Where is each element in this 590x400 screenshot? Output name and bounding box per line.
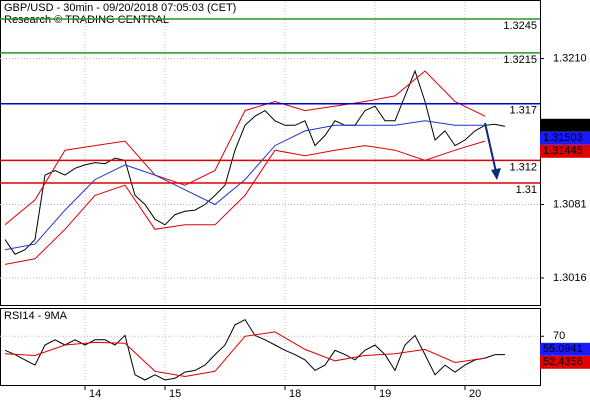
y-tick-label: 1.3210 <box>553 52 587 64</box>
price-box-label: 1.31445 <box>543 145 583 157</box>
indicator-line <box>4 331 486 378</box>
indicator-line <box>4 70 486 226</box>
level-label: 1.317 <box>509 105 537 117</box>
indicator-line <box>4 140 486 265</box>
price-box <box>540 144 590 158</box>
price-box-label: 1.3151 <box>543 119 577 131</box>
price-box <box>540 355 590 369</box>
y-tick-label: 70 <box>553 330 565 342</box>
main-panel <box>0 0 541 306</box>
x-tick-label: 14 <box>89 388 101 400</box>
y-tick-label: 1.3016 <box>553 272 587 284</box>
price-box-label: 52.4356 <box>543 356 583 368</box>
indicator-line <box>4 120 485 251</box>
level-label: 1.3215 <box>503 54 537 66</box>
price-box <box>540 131 590 145</box>
price-box <box>540 342 590 356</box>
x-tick-label: 15 <box>169 388 181 400</box>
rsi-title: RSI14 - 9MA <box>4 310 68 322</box>
price-box-label: 55.0941 <box>543 343 583 355</box>
x-tick-label: 18 <box>289 388 301 400</box>
x-tick-label: 19 <box>379 388 391 400</box>
price-line <box>4 318 505 381</box>
x-tick-label: 20 <box>469 388 481 400</box>
chart-title: GBP/USD - 30min - 09/20/2018 07:05:03 (C… <box>4 2 236 14</box>
chart-subtitle: Research © TRADING CENTRAL <box>4 14 169 26</box>
rsi-panel <box>0 308 541 386</box>
y-tick-label: 1.3081 <box>553 198 587 210</box>
forecast-arrow <box>484 122 497 173</box>
level-label: 1.31 <box>516 184 537 196</box>
level-label: 1.312 <box>509 161 537 173</box>
forecast-arrow-head <box>491 168 501 180</box>
price-line <box>4 69 506 255</box>
price-box <box>540 118 590 132</box>
level-label: 1.3245 <box>503 20 537 32</box>
price-box-label: 1.31503 <box>543 132 583 144</box>
